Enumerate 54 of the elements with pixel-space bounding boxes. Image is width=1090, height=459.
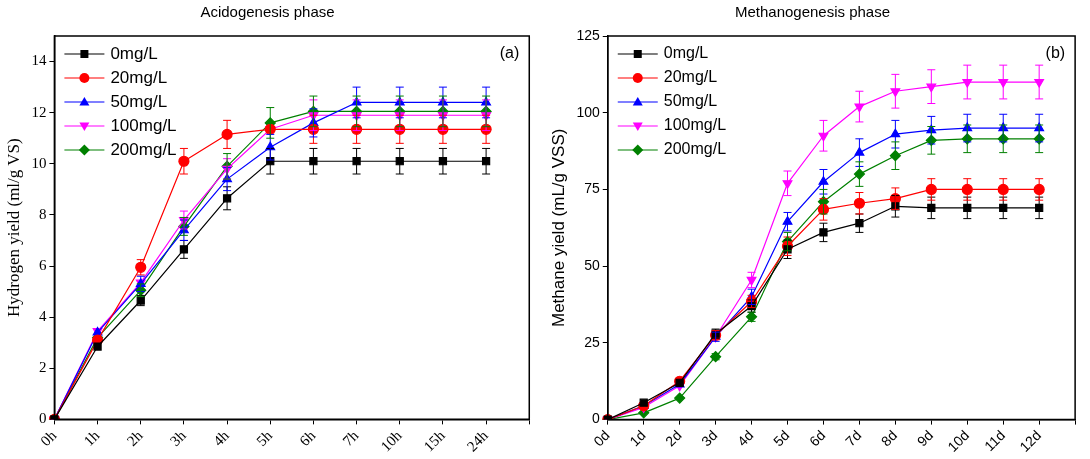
- x-tick-label: 4d: [734, 427, 757, 450]
- y-tick-label: 100: [576, 103, 600, 120]
- y-tick-label: 50: [584, 257, 600, 274]
- x-tick-label: 7h: [339, 426, 362, 450]
- x-tick-label: 10h: [377, 426, 406, 455]
- legend-label: 200mg/L: [110, 139, 177, 159]
- x-tick-label: 5h: [253, 426, 276, 450]
- x-tick-label: 11d: [980, 427, 1009, 455]
- x-tick-label: 0h: [37, 426, 60, 450]
- y-axis-title: Methane yield (mL/g VSS): [548, 128, 568, 328]
- legend-label: 20mg/L: [110, 67, 168, 87]
- x-tick-label: 10d: [944, 427, 973, 455]
- legend-label: 50mg/L: [110, 91, 168, 111]
- x-tick-label: 15h: [420, 426, 449, 455]
- y-axis-title: Hydrogen yield (ml/g VS): [3, 138, 23, 318]
- x-tick-label: 9d: [913, 427, 937, 450]
- chart-title: Methanogenesis phase: [734, 3, 891, 21]
- y-tick-label: 8: [38, 205, 47, 222]
- y-tick-label: 14: [31, 52, 47, 69]
- x-tick-label: 8d: [877, 427, 901, 450]
- x-tick-label: 6d: [805, 427, 829, 450]
- x-tick-label: 6h: [296, 426, 319, 450]
- y-tick-label: 125: [576, 26, 600, 43]
- legend-label: 200mg/L: [663, 140, 727, 158]
- y-tick-label: 75: [584, 180, 600, 197]
- legend-label: 100mg/L: [663, 116, 727, 134]
- x-tick-label: 2h: [123, 426, 146, 450]
- legend-label: 50mg/L: [663, 92, 718, 110]
- x-tick-label: 1h: [80, 426, 103, 450]
- x-tick-label: 12d: [1016, 427, 1045, 455]
- annotation: (a): [499, 44, 520, 62]
- x-tick-label: 3d: [698, 427, 721, 450]
- x-tick-label: 24h: [463, 426, 492, 455]
- y-tick-label: 12: [31, 103, 47, 120]
- annotation: (b): [1045, 44, 1066, 62]
- y-tick-label: 4: [38, 308, 47, 325]
- x-tick-label: 5d: [770, 427, 793, 450]
- y-tick-label: 6: [38, 256, 47, 273]
- y-tick-label: 0: [591, 410, 600, 427]
- x-tick-label: 0d: [590, 427, 613, 450]
- legend-label: 0mg/L: [663, 44, 709, 62]
- legend-label: 20mg/L: [663, 68, 718, 86]
- legend-label: 100mg/L: [110, 115, 177, 135]
- y-tick-label: 10: [31, 154, 47, 171]
- x-tick-label: 7d: [841, 427, 865, 450]
- y-tick-label: 25: [584, 333, 600, 350]
- x-tick-label: 2d: [662, 427, 685, 450]
- chart-title: Acidogenesis phase: [200, 3, 335, 21]
- y-tick-label: 2: [38, 359, 47, 376]
- legend-label: 0mg/L: [110, 43, 158, 63]
- x-tick-label: 4h: [210, 426, 233, 450]
- x-tick-label: 1d: [626, 427, 649, 450]
- y-tick-label: 0: [38, 410, 47, 427]
- x-tick-label: 3h: [166, 426, 190, 450]
